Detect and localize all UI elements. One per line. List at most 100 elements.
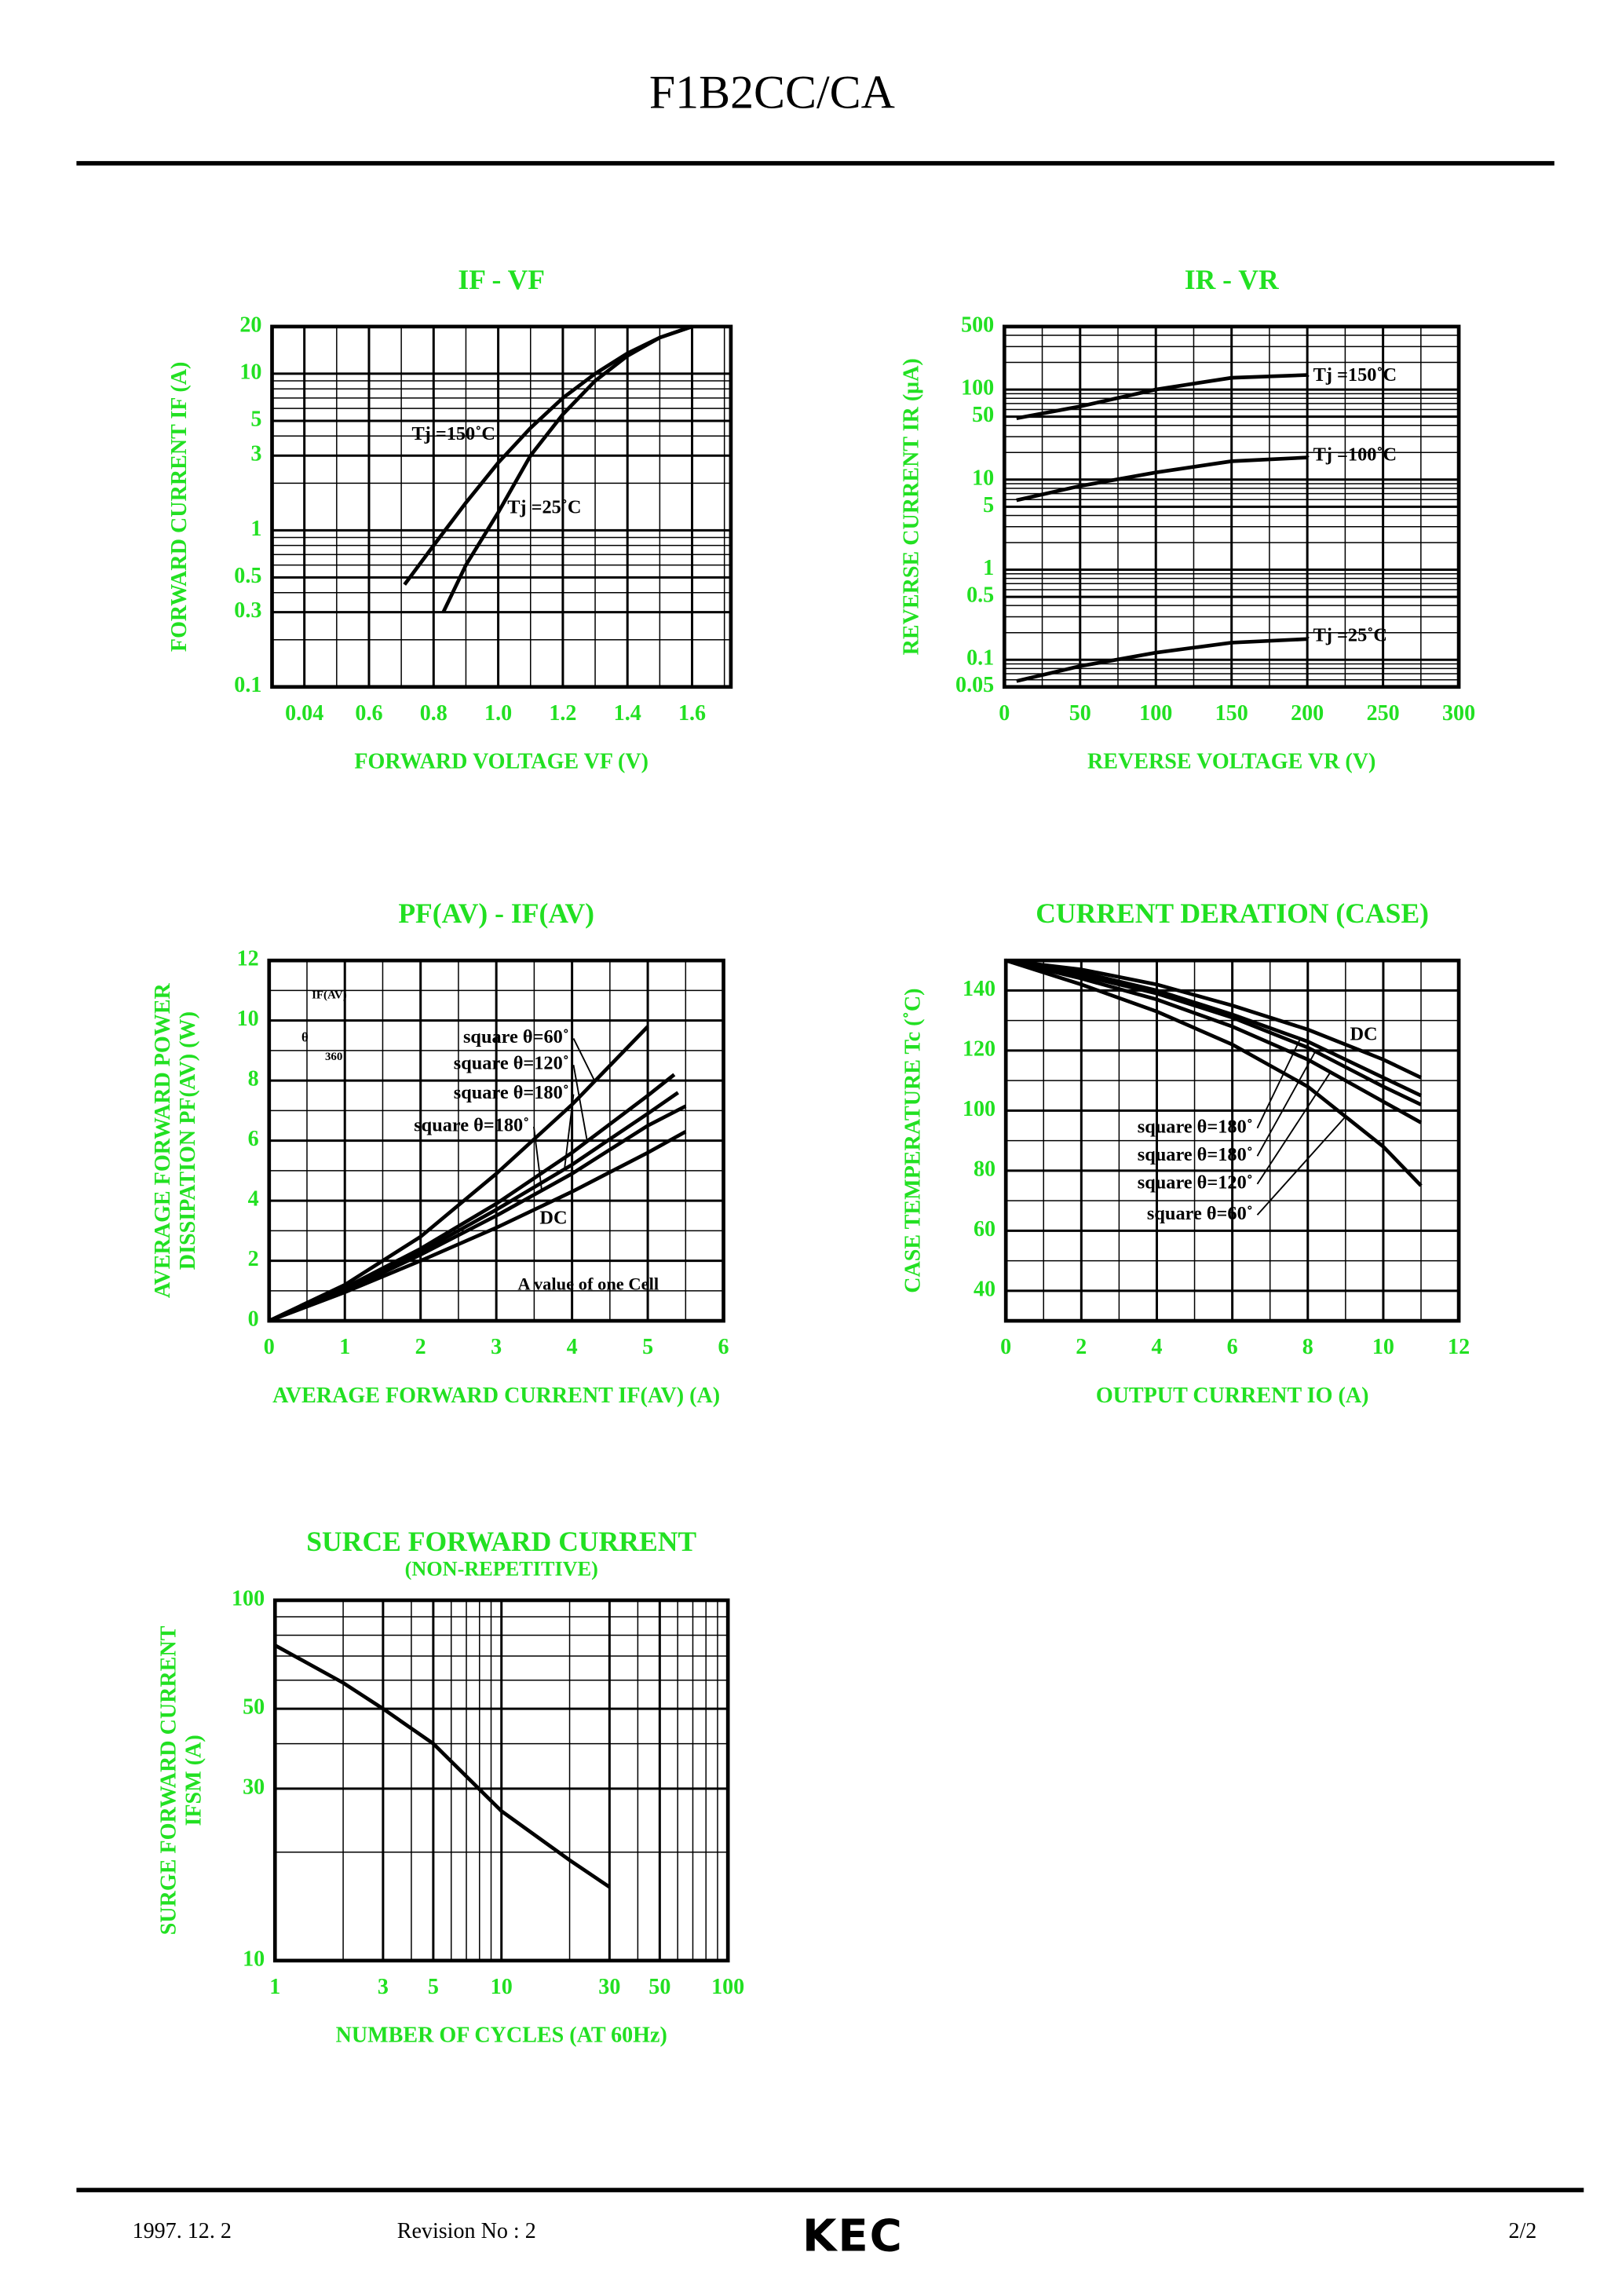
data-line <box>1005 958 1423 1098</box>
y-tick-label: 0.5 <box>966 583 994 608</box>
x-tick-label: 1 <box>339 1335 350 1359</box>
x-tick-label: 5 <box>428 1975 439 1999</box>
data-line <box>441 324 693 613</box>
series-label: square θ=180˚ <box>454 1082 569 1103</box>
x-tick-label: 200 <box>1291 701 1324 726</box>
y-tick-label: 40 <box>974 1277 995 1301</box>
data-line <box>274 1643 611 1889</box>
y-tick-label: 50 <box>243 1695 265 1720</box>
y-tick-label: 1 <box>983 556 994 580</box>
y-tick-label: 80 <box>974 1157 995 1181</box>
y-tick-label: 6 <box>248 1127 259 1151</box>
x-tick-label: 1 <box>269 1975 280 1999</box>
x-tick-label: 100 <box>711 1975 744 1999</box>
data-line <box>1005 958 1423 1187</box>
data-line <box>268 1130 687 1323</box>
footer-revision: Revision No : 2 <box>397 2219 536 2243</box>
y-tick-label: 8 <box>248 1067 259 1091</box>
x-tick-label: 300 <box>1442 701 1475 726</box>
x-tick-label: 0 <box>999 701 1010 726</box>
chart: 0 50 100 150 200 250 300 0.050.1 0.5 1 5 10 50 100 500… <box>900 264 1476 774</box>
y-tick-label: 4 <box>248 1187 259 1212</box>
series-label: square θ=120˚ <box>454 1053 569 1074</box>
series-label: DC <box>539 1207 567 1228</box>
data-line <box>1005 958 1423 1106</box>
x-tick-label: 30 <box>598 1975 620 1999</box>
chart-title: IR - VR <box>1185 264 1279 295</box>
x-tick-label: 100 <box>1139 701 1172 726</box>
leader-line <box>1306 636 1310 640</box>
series-label: square θ=60˚ <box>1147 1203 1253 1224</box>
x-tick-label: 50 <box>648 1975 670 1999</box>
x-tick-label: 3 <box>378 1975 389 1999</box>
y-tick-label: 50 <box>972 403 994 427</box>
y-tick-label: 500 <box>961 313 994 337</box>
chart-title: SURCE FORWARD CURRENT <box>306 1526 696 1557</box>
x-tick-label: 50 <box>1069 701 1091 726</box>
y-axis-label: CASE TEMPERATURE Tc (˚C) <box>901 989 926 1293</box>
page-title: F1B2CC/CA <box>649 66 895 118</box>
leader-line <box>532 1126 542 1191</box>
x-tick-label: 6 <box>1227 1335 1238 1359</box>
x-tick-label: 5 <box>642 1335 653 1359</box>
x-tick-label: 6 <box>718 1335 729 1359</box>
y-tick-label: 2 <box>248 1247 259 1271</box>
chart-title: IF - VF <box>458 264 545 295</box>
leader-line <box>1306 455 1310 459</box>
y-axis-label: SURGE FORWARD CURRENT <box>157 1625 181 1935</box>
x-tick-label: 0.6 <box>355 701 382 726</box>
footer-logo: KEC <box>802 2211 904 2262</box>
leader-line <box>1256 1051 1317 1157</box>
y-tick-label: 140 <box>963 977 995 1001</box>
data-line <box>1016 637 1308 683</box>
y-tick-label: 120 <box>963 1036 995 1061</box>
y-tick-label: 10 <box>239 360 261 384</box>
footer-page: 2/2 <box>1508 2219 1536 2243</box>
series-label: Tj =150˚C <box>411 423 495 444</box>
series-label: square θ=180˚ <box>1138 1116 1253 1137</box>
x-axis-label: AVERAGE FORWARD CURRENT IF(AV) (A) <box>272 1384 720 1408</box>
annotation: θ <box>301 1029 309 1044</box>
y-tick-label: 0 <box>248 1307 259 1332</box>
chart: 1 3 5 10 30 50 100 10 30 50 100 SURCE FORWARD CURRE… <box>157 1526 745 2048</box>
plot-border <box>1002 324 1461 689</box>
annotation: A value of one Cell <box>517 1274 659 1293</box>
series-label: Tj =150˚C <box>1313 364 1397 386</box>
x-tick-label: 4 <box>1151 1335 1162 1359</box>
x-tick-label: 1.0 <box>484 701 512 726</box>
chart: 0 2 4 6 8 10 12 40 60 80 100 120 140 CURRENT DERATION… <box>901 898 1470 1408</box>
y-tick-label: 12 <box>237 947 259 971</box>
y-tick-label: 0.3 <box>234 598 261 623</box>
x-tick-label: 2 <box>415 1335 426 1359</box>
y-axis-label: DISSIPATION PF(AV) (W) <box>176 1011 200 1270</box>
y-axis-label: FORWARD CURRENT IF (A) <box>167 362 192 652</box>
footer-date: 1997. 12. 2 <box>133 2219 232 2243</box>
y-tick-label: 3 <box>250 442 261 466</box>
x-tick-label: 0.8 <box>420 701 448 726</box>
chart-title: CURRENT DERATION (CASE) <box>1036 898 1429 929</box>
y-tick-label: 0.05 <box>955 673 994 697</box>
leader-line <box>1256 1071 1332 1185</box>
x-tick-label: 10 <box>491 1975 513 1999</box>
x-tick-label: 0 <box>264 1335 275 1359</box>
x-tick-label: 2 <box>1076 1335 1087 1359</box>
y-tick-label: 0.1 <box>234 673 261 697</box>
leader-line <box>1256 1116 1346 1216</box>
y-tick-label: 10 <box>972 466 994 490</box>
y-tick-label: 10 <box>237 1007 259 1031</box>
series-label: square θ=180˚ <box>1138 1144 1253 1165</box>
x-tick-label: 10 <box>1372 1335 1394 1359</box>
x-axis-label: REVERSE VOLTAGE VR (V) <box>1087 750 1375 774</box>
y-tick-label: 20 <box>239 313 261 337</box>
data-line <box>1016 455 1308 503</box>
y-tick-label: 60 <box>974 1217 995 1241</box>
y-tick-label: 30 <box>243 1775 265 1799</box>
x-tick-label: 250 <box>1367 701 1400 726</box>
y-tick-label: 100 <box>232 1586 265 1610</box>
plot-border <box>272 1598 730 1963</box>
chart-subtitle: (NON-REPETITIVE) <box>405 1558 598 1581</box>
y-tick-label: 5 <box>983 493 994 517</box>
y-tick-label: 10 <box>243 1947 265 1971</box>
